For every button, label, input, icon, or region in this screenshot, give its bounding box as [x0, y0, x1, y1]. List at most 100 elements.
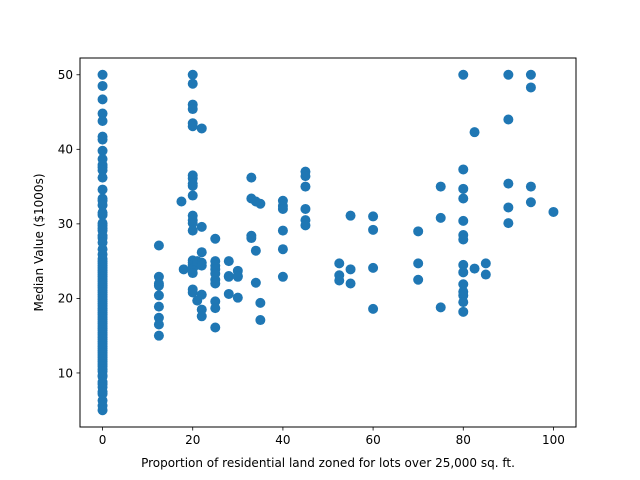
data-point — [97, 200, 108, 211]
data-point — [250, 277, 261, 288]
data-point — [250, 245, 261, 256]
data-point — [176, 196, 187, 207]
data-point — [368, 262, 379, 273]
x-tick-label: 20 — [185, 433, 200, 447]
x-tick-label: 80 — [456, 433, 471, 447]
data-point — [345, 210, 356, 221]
data-point — [334, 258, 345, 269]
data-point — [223, 256, 234, 267]
data-point — [458, 297, 469, 308]
data-point — [97, 69, 108, 80]
x-axis-label: Proportion of residential land zoned for… — [141, 456, 515, 470]
data-point — [255, 297, 266, 308]
y-tick-label: 10 — [58, 366, 73, 380]
data-point — [435, 302, 446, 313]
data-point — [97, 209, 108, 220]
data-point — [503, 69, 514, 80]
data-point — [178, 264, 189, 275]
y-axis-label: Median Value ($1000s) — [32, 173, 46, 311]
data-point — [525, 197, 536, 208]
data-point — [187, 225, 198, 236]
data-point — [368, 303, 379, 314]
data-point — [435, 181, 446, 192]
data-point — [503, 202, 514, 213]
data-point — [97, 172, 108, 183]
data-point — [97, 94, 108, 105]
data-point — [345, 278, 356, 289]
data-point — [97, 115, 108, 126]
data-point — [97, 184, 108, 195]
data-point — [187, 104, 198, 115]
data-point — [345, 264, 356, 275]
data-point — [153, 301, 164, 312]
points-layer — [97, 69, 559, 416]
data-point — [458, 69, 469, 80]
data-point — [458, 259, 469, 270]
x-tick-label: 60 — [365, 433, 380, 447]
data-point — [300, 220, 311, 231]
data-point — [196, 289, 207, 300]
data-point — [413, 258, 424, 269]
data-point — [458, 279, 469, 290]
data-point — [413, 274, 424, 285]
data-point — [97, 80, 108, 91]
data-point — [435, 212, 446, 223]
data-point — [469, 127, 480, 138]
data-point — [255, 315, 266, 326]
data-point — [187, 121, 198, 132]
data-point — [187, 180, 198, 191]
data-point — [246, 233, 257, 244]
data-point — [196, 311, 207, 322]
data-point — [458, 215, 469, 226]
data-point — [153, 240, 164, 251]
data-point — [153, 280, 164, 291]
data-point — [368, 224, 379, 235]
x-tick-label: 40 — [275, 433, 290, 447]
data-point — [458, 306, 469, 317]
data-point — [300, 181, 311, 192]
data-point — [525, 181, 536, 192]
data-point — [458, 234, 469, 245]
data-point — [277, 203, 288, 214]
data-point — [480, 269, 491, 280]
x-tick-label: 100 — [542, 433, 565, 447]
data-point — [232, 292, 243, 303]
data-point — [187, 218, 198, 229]
data-point — [458, 183, 469, 194]
data-point — [246, 172, 257, 183]
data-point — [153, 330, 164, 341]
data-point — [97, 145, 108, 156]
data-point — [458, 164, 469, 175]
data-point — [503, 178, 514, 189]
data-point — [187, 78, 198, 89]
data-point — [548, 206, 559, 217]
data-point — [277, 244, 288, 255]
data-point — [458, 193, 469, 204]
ticks-layer: 0 20 40 60 80 100 10 20 30 40 50 — [58, 68, 565, 447]
data-point — [196, 260, 207, 271]
data-point — [196, 221, 207, 232]
data-point — [525, 82, 536, 93]
data-point — [413, 226, 424, 237]
data-point — [153, 290, 164, 301]
data-point — [223, 271, 234, 282]
data-point — [334, 275, 345, 286]
data-point — [277, 225, 288, 236]
data-point — [196, 123, 207, 134]
data-point — [210, 322, 221, 333]
data-point — [187, 287, 198, 298]
data-point — [97, 108, 108, 119]
y-tick-label: 40 — [58, 143, 73, 157]
y-tick-label: 50 — [58, 68, 73, 82]
data-point — [196, 247, 207, 258]
x-tick-label: 0 — [99, 433, 107, 447]
data-point — [255, 198, 266, 209]
data-point — [187, 69, 198, 80]
data-point — [503, 114, 514, 125]
data-point — [503, 218, 514, 229]
data-point — [210, 278, 221, 289]
data-point — [458, 267, 469, 278]
y-tick-label: 30 — [58, 217, 73, 231]
